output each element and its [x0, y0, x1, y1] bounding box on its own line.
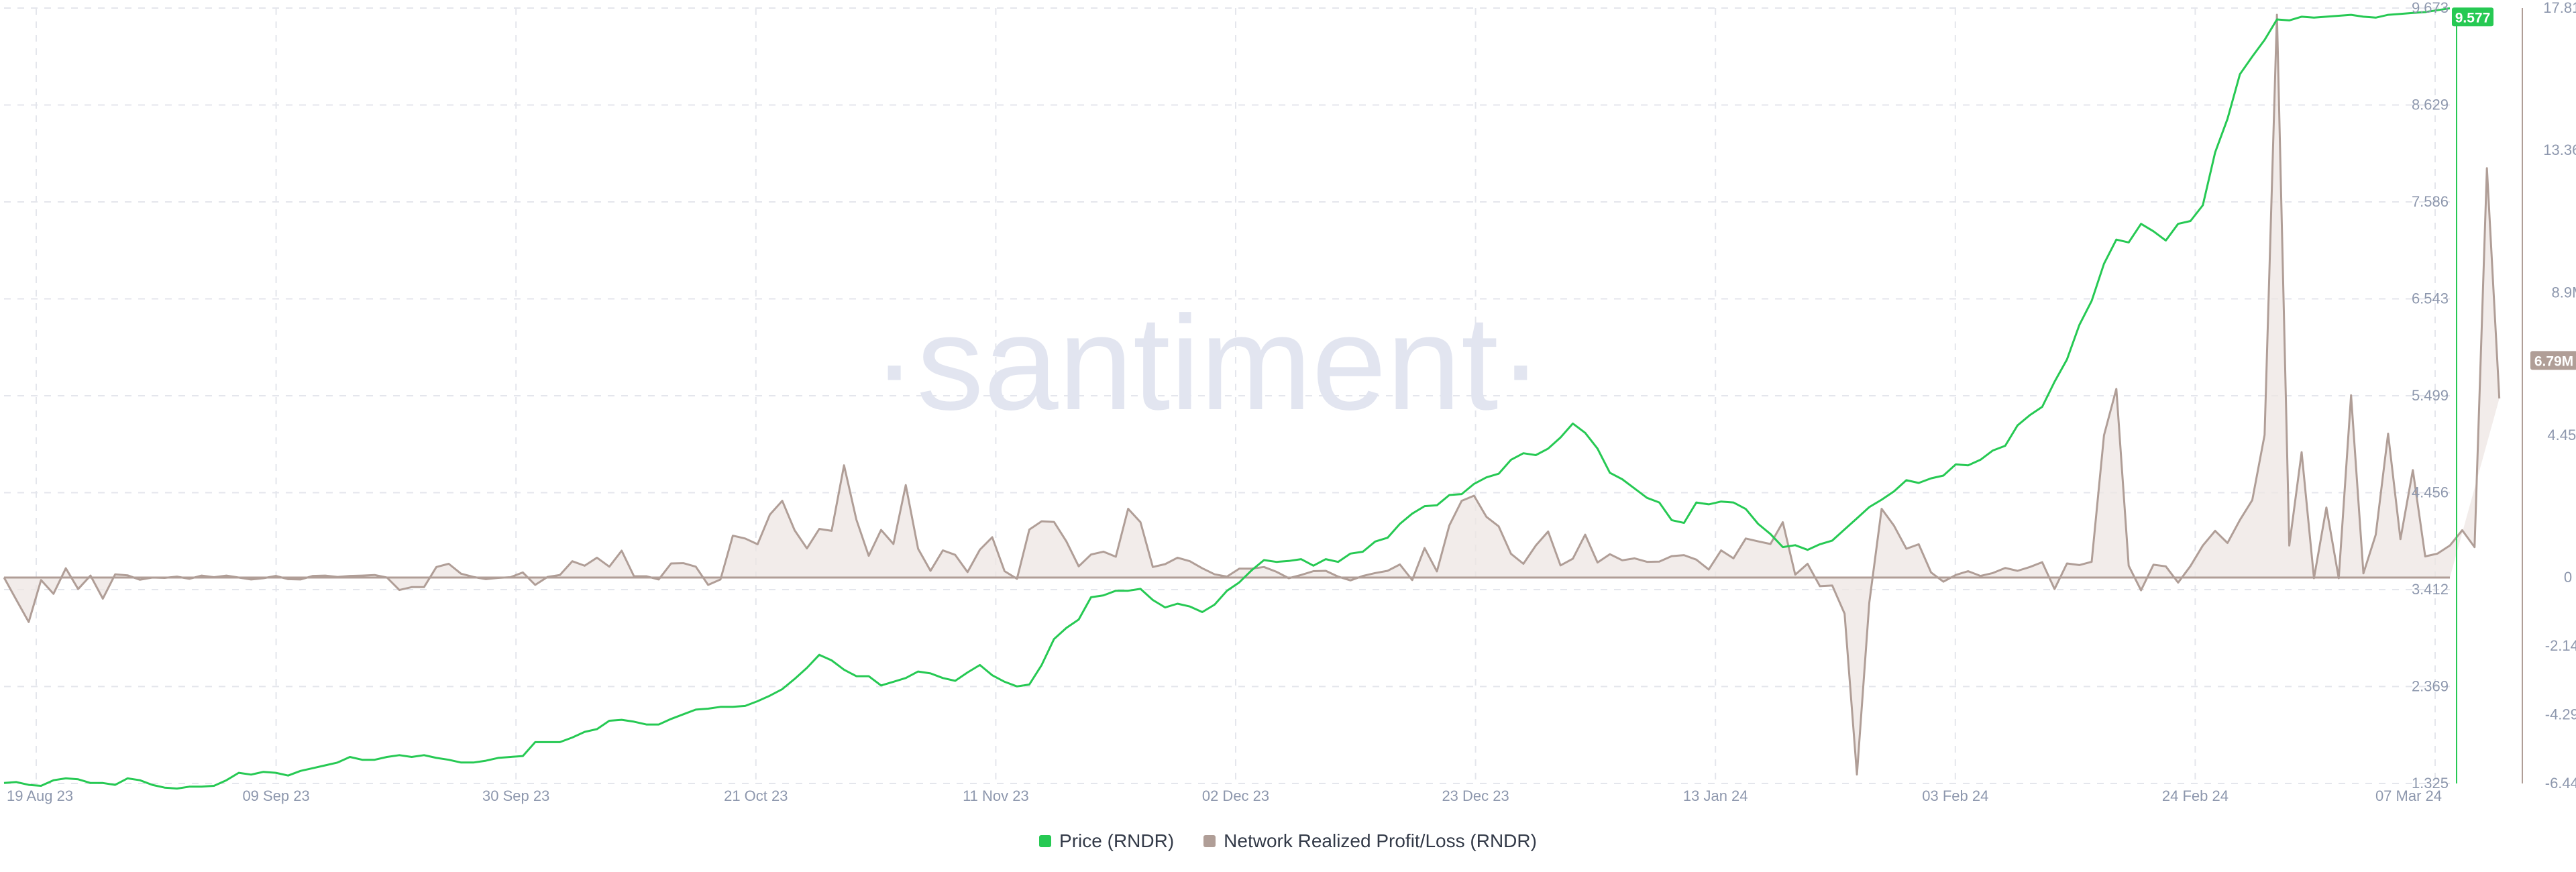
watermark: ·santiment· [872, 288, 1543, 438]
x-tick-label: 03 Feb 24 [1922, 787, 1988, 804]
x-tick-label: 07 Mar 24 [2375, 787, 2442, 804]
x-tick-label: 24 Feb 24 [2162, 787, 2229, 804]
x-tick-label: 21 Oct 23 [724, 787, 788, 804]
pnl-tick-label: -2.14M [2545, 637, 2576, 654]
legend: Price (RNDR) Network Realized Profit/Los… [0, 830, 2576, 852]
price-tick-label: 1.325 [2412, 775, 2449, 792]
price-line [3, 7, 2451, 790]
pnl-line [3, 13, 2501, 776]
price-series [3, 7, 2451, 790]
pnl-axis-ticks: -6.44M -4.29M -2.14M 0 4.45M 8.9M 13.36M 17.81M [2543, 0, 2576, 792]
price-tick-label: 5.499 [2412, 387, 2449, 404]
pnl-series [3, 13, 2501, 776]
pnl-tick-label: 13.36M [2543, 142, 2576, 158]
x-tick-label: 19 Aug 23 [7, 787, 73, 804]
legend-item-pnl[interactable]: Network Realized Profit/Loss (RNDR) [1203, 830, 1537, 852]
x-tick-label: 11 Nov 23 [963, 787, 1029, 804]
legend-pnl-label: Network Realized Profit/Loss (RNDR) [1224, 830, 1537, 851]
pnl-tick-label: 4.45M [2547, 427, 2576, 443]
pnl-current-label: 6.79M [2534, 353, 2573, 369]
x-tick-label: 09 Sep 23 [242, 787, 309, 804]
price-tick-label: 2.369 [2412, 678, 2449, 695]
x-tick-label: 30 Sep 23 [482, 787, 549, 804]
current-value-badges: 9.577 6.79M [2452, 7, 2576, 370]
x-axis-ticks: 19 Aug 23 09 Sep 23 30 Sep 23 21 Oct 23 11 N… [7, 787, 2442, 804]
pnl-swatch-icon [1203, 835, 1216, 847]
pnl-tick-label: 17.81M [2543, 0, 2576, 16]
price-current-badge [2452, 7, 2493, 27]
pnl-tick-label: -4.29M [2545, 706, 2576, 723]
price-tick-label: 3.412 [2412, 581, 2449, 598]
x-tick-label: 02 Dec 23 [1202, 787, 1269, 804]
pnl-tick-label: 8.9M [2552, 284, 2576, 301]
price-current-label: 9.577 [2455, 10, 2491, 25]
x-tick-label: 23 Dec 23 [1442, 787, 1509, 804]
legend-item-price[interactable]: Price (RNDR) [1039, 830, 1174, 852]
x-tick-label: 13 Jan 24 [1683, 787, 1748, 804]
legend-price-label: Price (RNDR) [1059, 830, 1175, 851]
pnl-tick-label: 0 [2564, 569, 2572, 586]
axes [2456, 8, 2523, 783]
price-tick-label: 4.456 [2412, 484, 2449, 501]
price-axis-ticks: 1.325 2.369 3.412 4.456 5.499 6.543 7.586 8.629… [2412, 0, 2449, 792]
price-swatch-icon [1039, 835, 1052, 847]
pnl-tick-label: -6.44M [2545, 775, 2576, 792]
price-tick-label: 6.543 [2412, 290, 2449, 307]
price-tick-label: 9.673 [2412, 0, 2449, 16]
price-tick-label: 7.586 [2412, 193, 2449, 210]
pnl-current-badge [2530, 351, 2576, 370]
price-tick-label: 8.629 [2412, 97, 2449, 113]
